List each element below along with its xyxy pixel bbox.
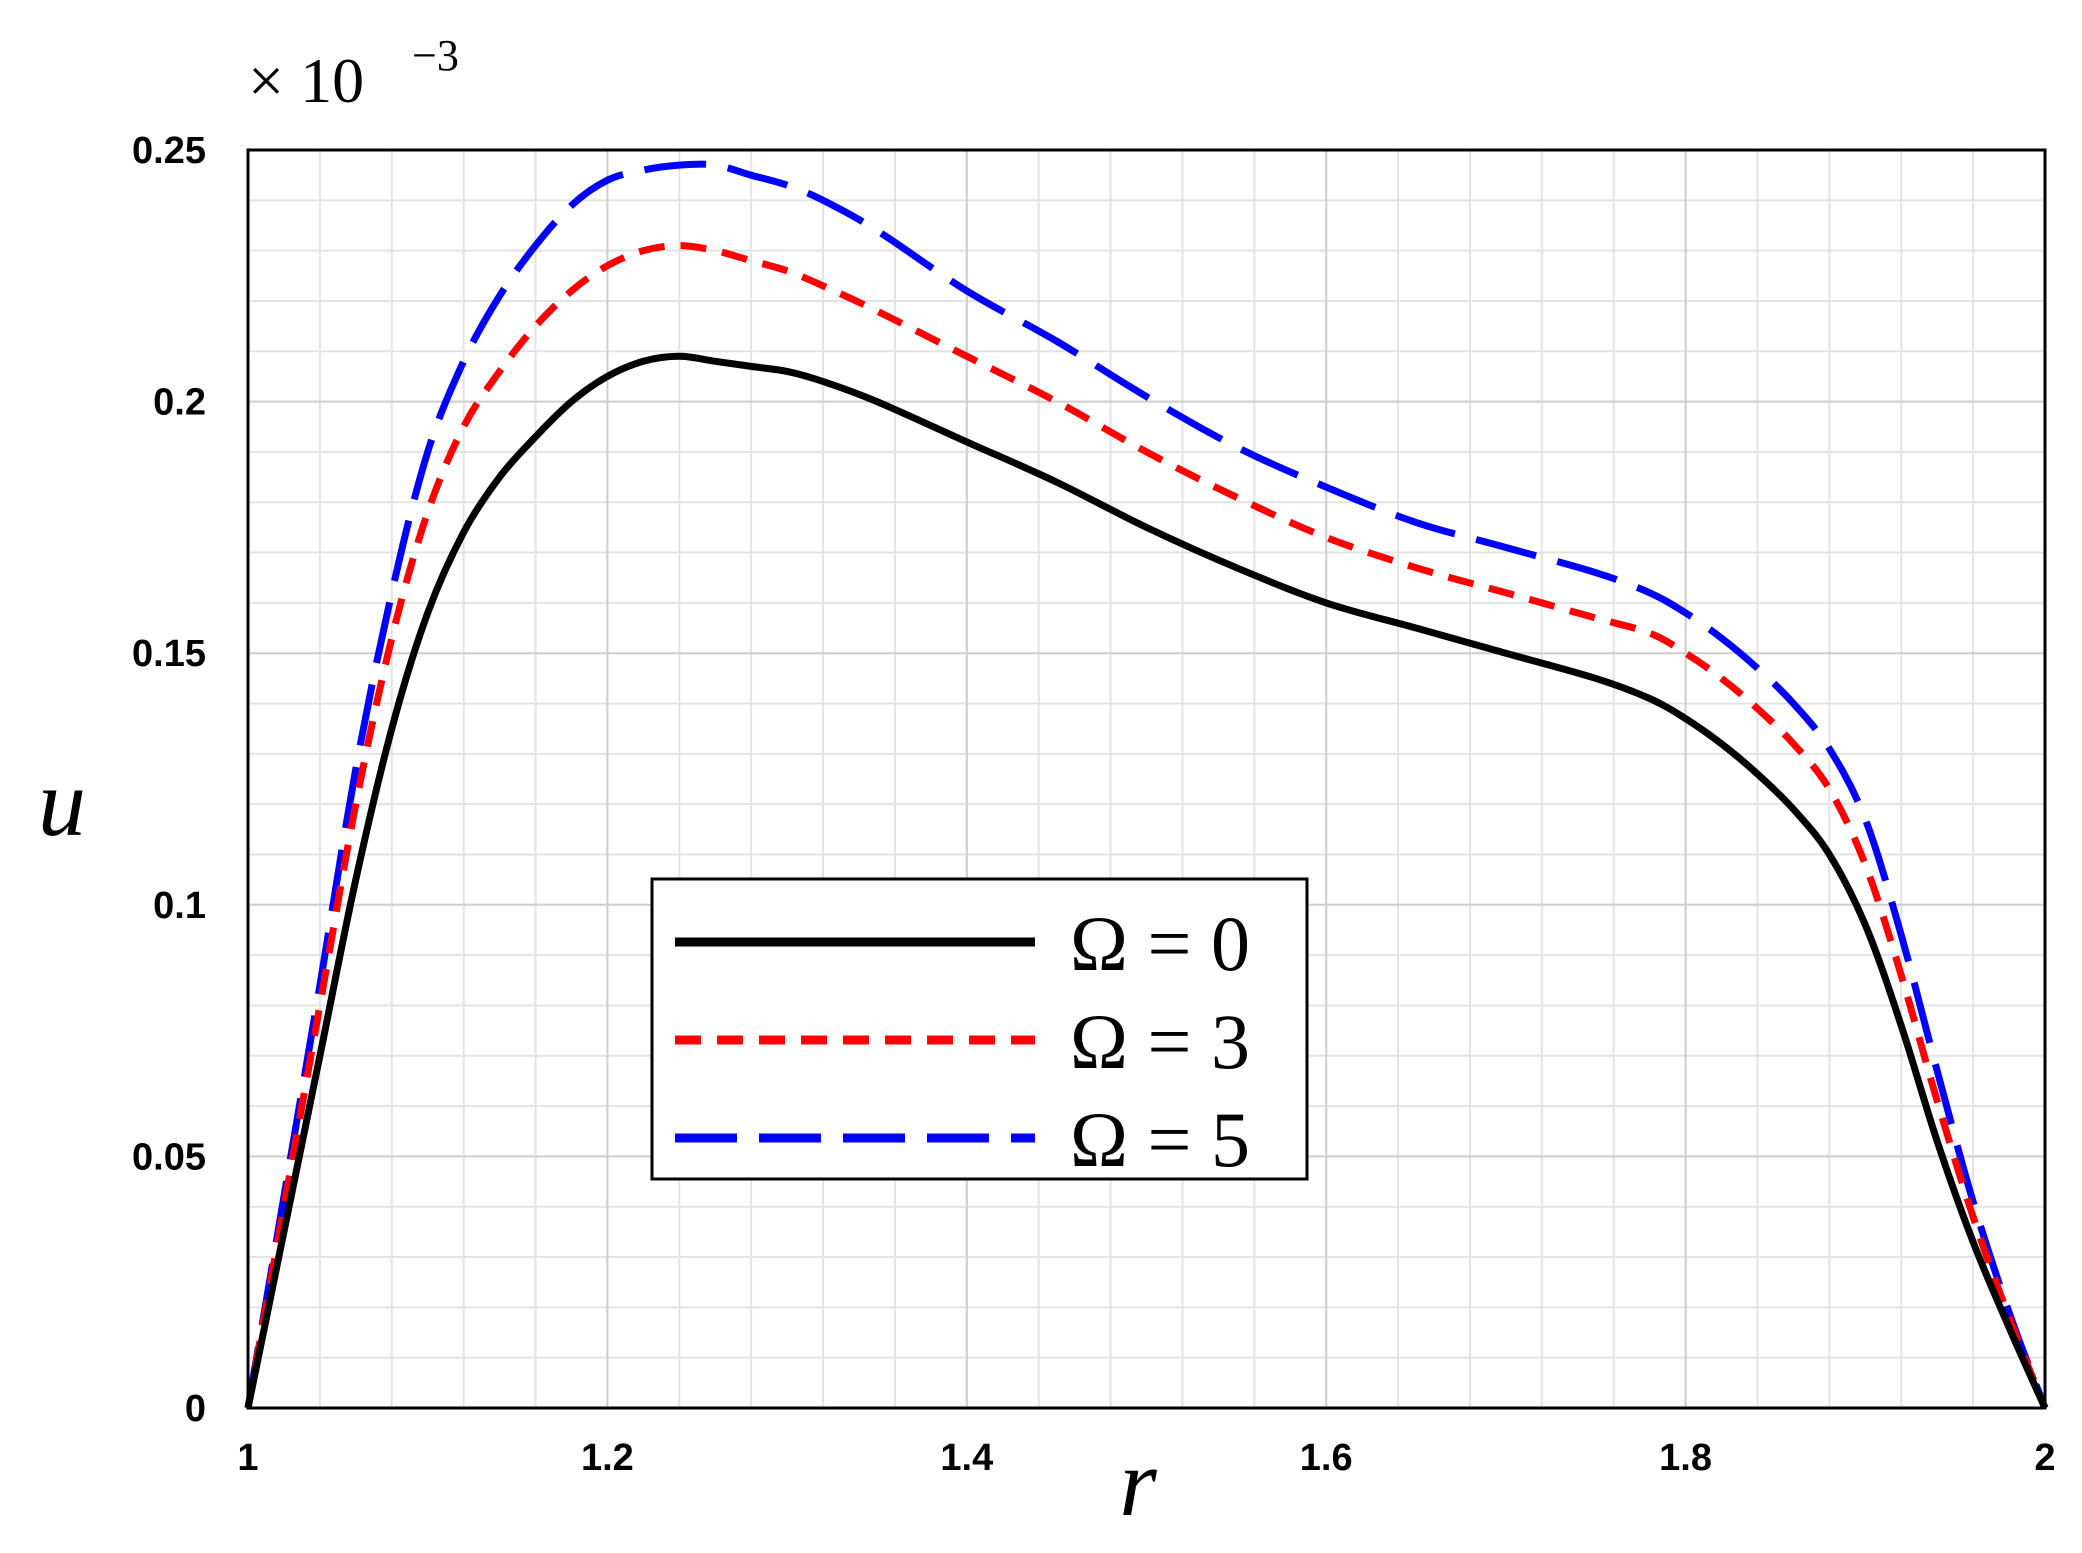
y-tick-label: 0.15 xyxy=(132,633,206,675)
scale-note: × 10 −3 xyxy=(248,31,459,116)
legend-label-2: Ω = 5 xyxy=(1070,1096,1250,1183)
x-tick-label: 1.4 xyxy=(940,1437,993,1479)
major-gridlines xyxy=(247,149,2046,1409)
legend-label-0: Ω = 0 xyxy=(1070,900,1250,987)
series-line-1 xyxy=(244,242,2049,1410)
series-line-0 xyxy=(244,352,2049,1410)
y-axis-label: u xyxy=(38,749,86,856)
x-tick-label: 1.8 xyxy=(1659,1437,1712,1479)
x-tick-label: 1 xyxy=(237,1437,258,1479)
x-axis-label: r xyxy=(1119,1429,1157,1536)
x-tick-labels: 1 1.2 1.4 1.6 1.8 2 xyxy=(237,1437,2055,1479)
scale-note-exponent: −3 xyxy=(412,31,459,80)
y-tick-labels: 0 0.05 0.1 0.15 0.2 0.25 xyxy=(132,130,206,1430)
x-tick-label: 2 xyxy=(2034,1437,2055,1479)
series-line-2 xyxy=(244,160,2049,1410)
plot-frame xyxy=(246,148,2047,1410)
scale-note-base: × 10 xyxy=(248,45,364,116)
x-tick-label: 1.6 xyxy=(1300,1437,1353,1479)
x-tick-label: 1.2 xyxy=(581,1437,634,1479)
y-tick-label: 0 xyxy=(185,1388,206,1430)
legend-label-1: Ω = 3 xyxy=(1070,998,1250,1085)
legend: Ω = 0 Ω = 3 Ω = 5 xyxy=(650,877,1309,1183)
y-tick-label: 0.05 xyxy=(132,1136,206,1178)
y-tick-label: 0.1 xyxy=(153,885,206,927)
y-tick-label: 0.2 xyxy=(153,382,206,424)
series-lines xyxy=(244,160,2049,1410)
minor-gridlines xyxy=(248,150,2045,1408)
y-tick-label: 0.25 xyxy=(132,130,206,172)
legend-box xyxy=(650,877,1309,1181)
